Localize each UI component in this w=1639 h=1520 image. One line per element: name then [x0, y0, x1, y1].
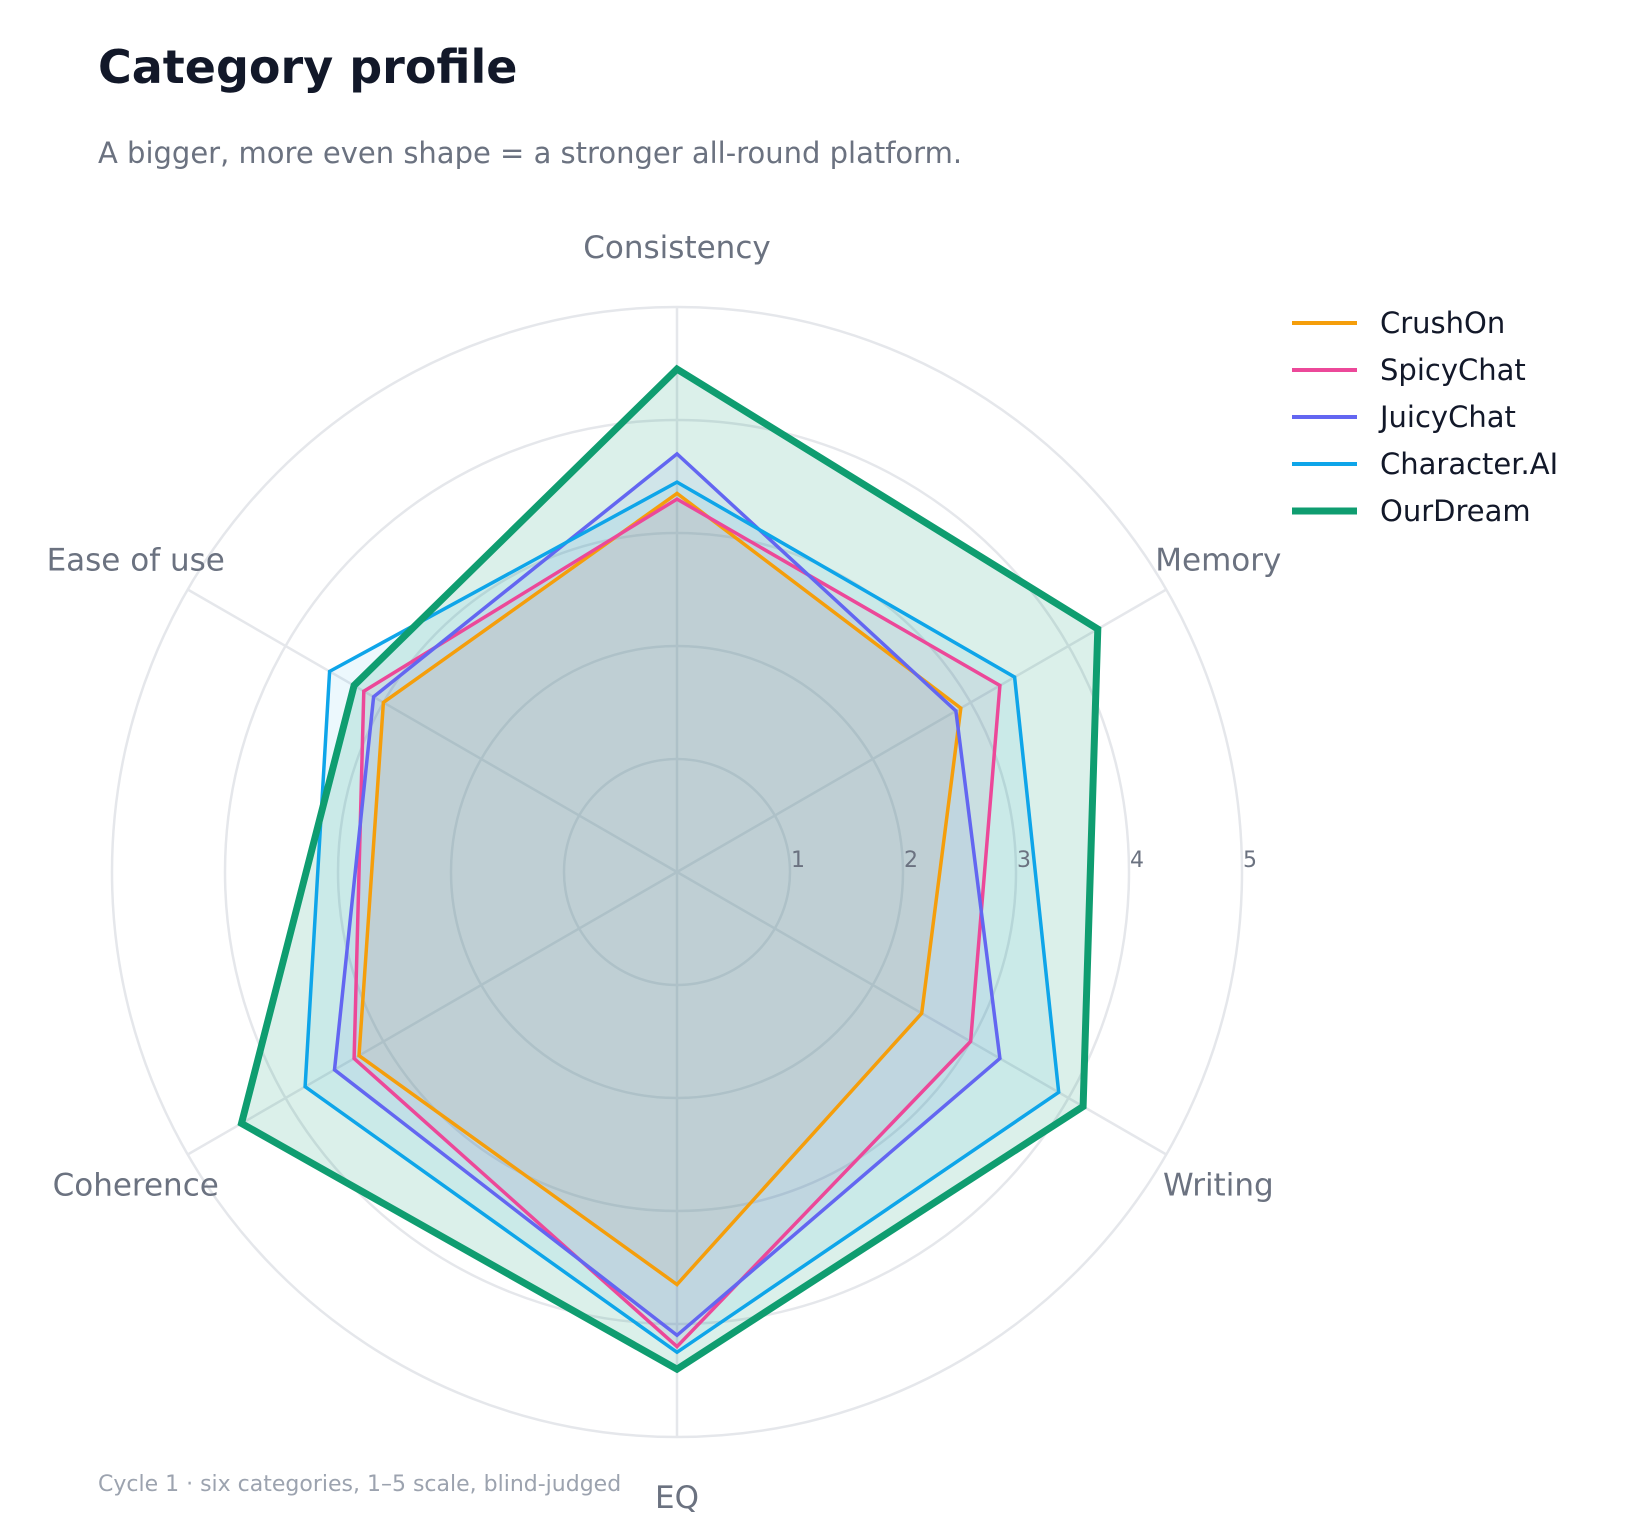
grid-spoke	[187, 870, 678, 1156]
page-subtitle: A bigger, more even shape = a stronger a…	[98, 136, 963, 170]
r-tick-label: 3	[1017, 848, 1031, 873]
axis-label: Writing	[1163, 1168, 1274, 1204]
axis-label: EQ	[655, 1480, 699, 1516]
series-line	[352, 497, 1002, 1350]
series-area	[334, 453, 1000, 1336]
series-line	[237, 364, 1102, 1374]
radial-tick-labels: 1 2 3 4 5	[791, 848, 1257, 873]
axis-labels: Consistency Memory Writing EQ Coherence Ease …	[47, 230, 1282, 1516]
page-title: Category profile	[98, 40, 518, 94]
radar-grid	[110, 305, 1244, 1439]
axis-label: Consistency	[583, 230, 770, 266]
series-area	[359, 493, 961, 1285]
series-line	[357, 491, 963, 1287]
series-area	[354, 499, 1000, 1347]
r-tick-label: 1	[791, 848, 805, 873]
axis-label: Coherence	[53, 1168, 219, 1204]
series-line	[332, 451, 1002, 1338]
footnote: Cycle 1 · six categories, 1–5 scale, bli…	[98, 1472, 622, 1497]
series-line	[303, 480, 1061, 1355]
legend-label: JuicyChat	[1378, 400, 1516, 434]
series-fills	[241, 369, 1098, 1370]
series-area	[305, 482, 1059, 1353]
legend-label: OurDream	[1380, 494, 1531, 528]
grid-spoke	[187, 588, 678, 874]
r-tick-label: 4	[1130, 848, 1144, 873]
axis-label: Memory	[1155, 543, 1281, 579]
r-tick-label: 2	[904, 848, 918, 873]
legend: CrushOn SpicyChat JuicyChat Character.AI Our…	[1292, 306, 1558, 528]
legend-label: Character.AI	[1380, 447, 1558, 481]
legend-label: CrushOn	[1380, 306, 1505, 340]
grid-spoke	[676, 588, 1167, 874]
r-tick-label: 5	[1243, 848, 1257, 873]
series-lines	[237, 364, 1102, 1374]
legend-label: SpicyChat	[1380, 353, 1526, 387]
series-area	[241, 369, 1098, 1370]
axis-label: Ease of use	[47, 543, 225, 579]
